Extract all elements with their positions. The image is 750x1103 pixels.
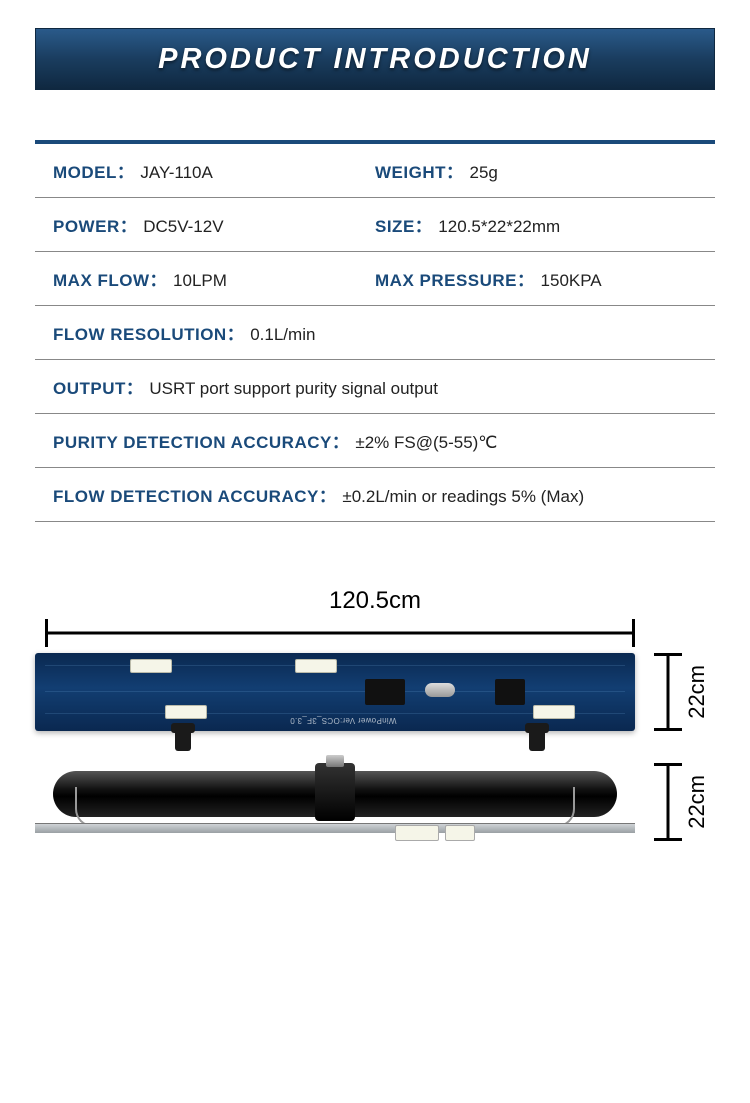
pcb-trace-icon (45, 691, 625, 692)
product-side-view-row: 22cm (35, 763, 715, 841)
height-dimension-bottom: 22cm (649, 763, 715, 841)
spec-value-model: JAY-110A (140, 163, 212, 183)
spec-cell: MAX FLOW： 10LPM (53, 266, 375, 291)
spec-cell: FLOW DETECTION ACCURACY： ±0.2L/min or re… (53, 482, 697, 507)
spec-row: POWER： DC5V-12V SIZE： 120.5*22*22mm (35, 198, 715, 252)
spec-value-output: USRT port support purity signal output (149, 379, 438, 399)
spec-value-power: DC5V-12V (143, 217, 223, 237)
spec-label-maxflow: MAX FLOW： (53, 266, 167, 291)
spec-cell: MAX PRESSURE： 150KPA (375, 266, 697, 291)
tube-assembly-illustration (35, 763, 635, 841)
spec-cell: MODEL： JAY-110A (53, 158, 375, 183)
spec-label-purityacc: PURITY DETECTION ACCURACY： (53, 428, 349, 453)
spec-row: FLOW DETECTION ACCURACY： ±0.2L/min or re… (35, 468, 715, 522)
spec-value-weight: 25g (470, 163, 498, 183)
pcb-chip-icon (495, 679, 525, 705)
spec-label-flowres: FLOW RESOLUTION： (53, 320, 244, 345)
tube-mount-icon (315, 763, 355, 821)
spec-cell: WEIGHT： 25g (375, 158, 697, 183)
tube-nut-icon (326, 755, 344, 767)
dim-tick-icon (654, 838, 682, 841)
width-dimension-label-row: 120.5cm (35, 587, 715, 615)
spec-cell: OUTPUT： USRT port support purity signal … (53, 374, 697, 399)
spec-row: OUTPUT： USRT port support purity signal … (35, 360, 715, 414)
spec-label-power: POWER： (53, 212, 137, 237)
dim-line-icon (667, 763, 670, 841)
pcb-connector-icon (295, 659, 337, 673)
tube-connector-icon (395, 825, 439, 841)
spec-cell: SIZE： 120.5*22*22mm (375, 212, 697, 237)
pcb-barb-icon (175, 729, 191, 751)
height-dimension-text: 22cm (684, 775, 710, 829)
spec-value-maxpressure: 150KPA (541, 271, 602, 291)
spec-row: MAX FLOW： 10LPM MAX PRESSURE： 150KPA (35, 252, 715, 306)
product-pcb-top-view: WinPower Ver:OCS_3F_3.0 (35, 653, 635, 731)
pcb-crystal-icon (425, 683, 455, 697)
diagram-area: 120.5cm WinPower Ver:OCS_3F_3.0 (35, 587, 715, 841)
spec-row: MODEL： JAY-110A WEIGHT： 25g (35, 144, 715, 198)
pcb-chip-icon (365, 679, 405, 705)
dim-line-icon (667, 653, 670, 731)
tube-pcb-edge-icon (35, 823, 635, 833)
spec-row: FLOW RESOLUTION： 0.1L/min (35, 306, 715, 360)
height-dimension-bar (654, 653, 682, 731)
height-dimension-top: 22cm (649, 653, 715, 731)
spec-label-model: MODEL： (53, 158, 134, 183)
product-side-view (35, 763, 635, 841)
tube-wire-icon (545, 787, 575, 827)
spec-label-flowacc: FLOW DETECTION ACCURACY： (53, 482, 336, 507)
product-top-view-row: WinPower Ver:OCS_3F_3.0 22cm (35, 653, 715, 731)
spec-cell: PURITY DETECTION ACCURACY： ±2% FS@(5-55)… (53, 428, 697, 453)
spec-table: MODEL： JAY-110A WEIGHT： 25g POWER： DC5V-… (35, 140, 715, 522)
header-banner: PRODUCT INTRODUCTION (35, 28, 715, 90)
spec-cell: FLOW RESOLUTION： 0.1L/min (53, 320, 697, 345)
dim-line-icon (45, 632, 635, 635)
spec-value-purityacc: ±2% FS@(5-55)℃ (355, 433, 497, 453)
spec-label-weight: WEIGHT： (375, 158, 464, 183)
pcb-barb-icon (529, 729, 545, 751)
pcb-silkscreen-text: WinPower Ver:OCS_3F_3.0 (290, 716, 397, 725)
pcb-connector-icon (130, 659, 172, 673)
height-dimension-bar (654, 763, 682, 841)
pcb-connector-icon (533, 705, 575, 719)
spec-cell: POWER： DC5V-12V (53, 212, 375, 237)
tube-wire-icon (75, 787, 105, 827)
spec-label-output: OUTPUT： (53, 374, 143, 399)
header-title: PRODUCT INTRODUCTION (158, 43, 592, 76)
spec-value-size: 120.5*22*22mm (438, 217, 560, 237)
spec-value-flowacc: ±0.2L/min or readings 5% (Max) (342, 487, 584, 507)
pcb-board-illustration: WinPower Ver:OCS_3F_3.0 (35, 653, 635, 731)
spec-label-maxpressure: MAX PRESSURE： (375, 266, 535, 291)
spec-value-maxflow: 10LPM (173, 271, 227, 291)
tube-connector-icon (445, 825, 475, 841)
dim-tick-icon (654, 728, 682, 731)
spec-row: PURITY DETECTION ACCURACY： ±2% FS@(5-55)… (35, 414, 715, 468)
width-dimension-text: 120.5cm (329, 587, 421, 615)
height-dimension-text: 22cm (684, 665, 710, 719)
pcb-connector-icon (165, 705, 207, 719)
spec-value-flowres: 0.1L/min (250, 325, 315, 345)
spec-label-size: SIZE： (375, 212, 432, 237)
dim-tick-icon (632, 619, 635, 647)
width-dimension-bar (45, 619, 635, 647)
